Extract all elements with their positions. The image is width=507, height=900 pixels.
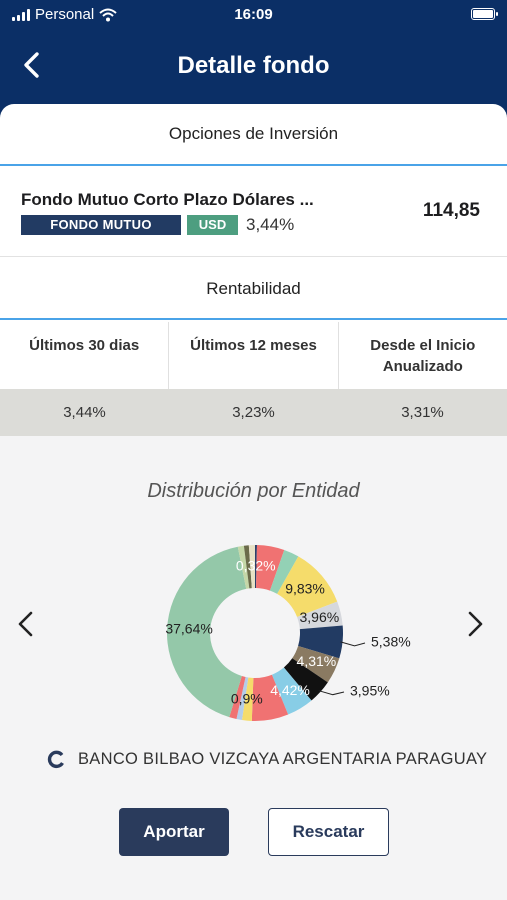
column-header: Desde el Inicio Anualizado bbox=[370, 337, 476, 375]
fund-detail-card: Opciones de Inversión Fondo Mutuo Corto … bbox=[0, 104, 507, 436]
pie-slice[interactable] bbox=[271, 667, 312, 715]
pie-slice[interactable] bbox=[248, 545, 255, 589]
back-arrow-icon[interactable] bbox=[16, 48, 50, 82]
table-cell: 3,44% bbox=[63, 404, 106, 421]
status-bar: Personal 16:09 bbox=[0, 5, 507, 25]
rescatar-button[interactable]: Rescatar bbox=[268, 808, 389, 856]
pie-slice[interactable] bbox=[298, 625, 343, 659]
refresh-icon bbox=[47, 750, 64, 768]
chevron-left-icon[interactable] bbox=[14, 610, 38, 638]
pie-slice[interactable] bbox=[251, 674, 289, 721]
table-cell: 3,31% bbox=[401, 404, 444, 421]
signal-icon bbox=[12, 8, 30, 21]
pie-slice[interactable] bbox=[297, 601, 343, 630]
fund-name: Fondo Mutuo Corto Plazo Dólares ... bbox=[21, 190, 314, 209]
pie-slice[interactable] bbox=[256, 545, 285, 591]
table-cell: 3,23% bbox=[232, 404, 275, 421]
pie-slice[interactable] bbox=[241, 677, 254, 721]
data-label: 9,83% bbox=[285, 581, 325, 597]
column-header: Últimos 30 dias bbox=[0, 322, 170, 389]
pie-slice[interactable] bbox=[277, 556, 338, 617]
fund-value: 114,85 bbox=[422, 200, 480, 221]
pie-slice[interactable] bbox=[269, 550, 299, 594]
pie-slice[interactable] bbox=[236, 676, 249, 721]
fund-rate: 3,44% bbox=[246, 215, 295, 234]
currency-badge: USD bbox=[187, 215, 238, 235]
pie-slice[interactable] bbox=[243, 545, 252, 589]
data-label: 37,64% bbox=[165, 620, 212, 636]
fund-type-badge: FONDO MUTUO bbox=[21, 215, 181, 235]
data-label: 4,31% bbox=[297, 653, 337, 669]
pie-slice[interactable] bbox=[167, 546, 247, 718]
wifi-icon bbox=[99, 8, 117, 21]
investment-options-header: Opciones de Inversión bbox=[168, 124, 339, 143]
data-label: 0,9% bbox=[231, 691, 263, 707]
aportar-button[interactable]: Aportar bbox=[119, 808, 229, 856]
battery-icon bbox=[471, 8, 498, 20]
distribution-donut-chart: 0,32% 9,83% 3,96% 4,31% 4,42% 0,9% 37,64% 5,38%… bbox=[165, 545, 411, 721]
leader-line bbox=[340, 641, 366, 647]
rentabilidad-header: Rentabilidad bbox=[206, 279, 301, 298]
data-label: 4,42% bbox=[270, 682, 310, 698]
pie-slice[interactable] bbox=[283, 658, 328, 701]
divider bbox=[0, 256, 507, 257]
entity-legend[interactable]: BANCO BILBAO VIZCAYA ARGENTARIA PARAGUAY bbox=[47, 750, 507, 769]
pie-slice[interactable] bbox=[229, 676, 246, 720]
accent-divider bbox=[0, 164, 507, 166]
page-title: Detalle fondo bbox=[177, 52, 330, 79]
carrier-label: Personal bbox=[35, 6, 95, 23]
data-label: 3,96% bbox=[299, 609, 339, 625]
data-label: 0,32% bbox=[236, 558, 276, 574]
accent-divider bbox=[0, 318, 507, 320]
clock: 16:09 bbox=[234, 6, 273, 23]
rentabilidad-table: Últimos 30 dias Últimos 12 meses Desde e… bbox=[0, 322, 507, 436]
data-label: 5,38% bbox=[371, 634, 411, 650]
data-label: 3,95% bbox=[350, 683, 390, 699]
leader-line bbox=[318, 690, 345, 696]
entity-name: BANCO BILBAO VIZCAYA ARGENTARIA PARAGUAY bbox=[78, 750, 488, 768]
distribution-title: Distribución por Entidad bbox=[147, 480, 360, 502]
pie-slice[interactable] bbox=[237, 545, 250, 589]
column-header: Últimos 12 meses bbox=[169, 322, 339, 389]
chevron-right-icon[interactable] bbox=[463, 610, 487, 638]
fund-badges: FONDO MUTUO USD 3,44% bbox=[21, 215, 294, 235]
pie-slice[interactable] bbox=[292, 645, 340, 683]
pie-slice[interactable] bbox=[255, 545, 257, 589]
